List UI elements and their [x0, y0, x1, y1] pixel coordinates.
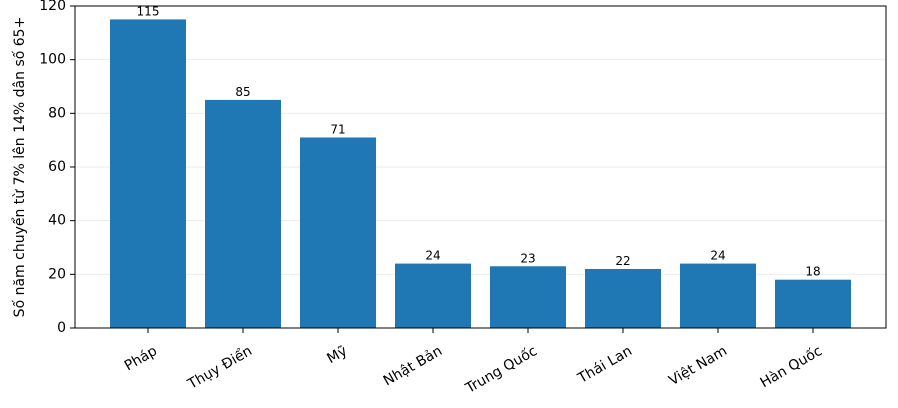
- bar: [395, 263, 471, 328]
- y-tick-label: 100: [39, 52, 66, 68]
- bar: [585, 268, 661, 328]
- y-tick-label: 80: [48, 105, 66, 121]
- x-tick-label: Hàn Quốc: [757, 342, 825, 391]
- bar: [775, 279, 851, 328]
- y-axis-label: Số năm chuyển từ 7% lên 14% dân số 65+: [11, 17, 28, 318]
- y-tick-label: 0: [57, 320, 66, 336]
- bar: [300, 137, 376, 328]
- bar: [680, 263, 756, 328]
- y-tick-label: 60: [48, 159, 66, 175]
- x-tick-label: Mỹ: [324, 343, 350, 367]
- bar: [110, 19, 186, 329]
- x-tick-label: Việt Nam: [666, 343, 730, 389]
- data-label: 24: [425, 249, 440, 263]
- x-tick-label: Nhật Bản: [381, 343, 445, 389]
- x-tick-label: Thụy Điển: [184, 342, 255, 393]
- plot-frame: [74, 5, 887, 329]
- data-label: 24: [710, 249, 725, 263]
- bar: [490, 266, 566, 328]
- y-tick-label: 120: [39, 0, 66, 14]
- data-label: 71: [330, 122, 345, 136]
- data-label: 18: [805, 265, 820, 279]
- x-tick-label: Thái Lan: [575, 343, 635, 387]
- x-tick-label: Trung Quốc: [462, 342, 540, 397]
- bar: [205, 99, 281, 329]
- y-tick-label: 20: [48, 266, 66, 282]
- data-label: 22: [615, 254, 630, 268]
- y-tick-label: 40: [48, 213, 66, 229]
- x-tick-label: Pháp: [122, 343, 160, 374]
- data-label: 23: [520, 251, 535, 265]
- data-label: 85: [235, 85, 250, 99]
- data-label: 115: [137, 4, 160, 18]
